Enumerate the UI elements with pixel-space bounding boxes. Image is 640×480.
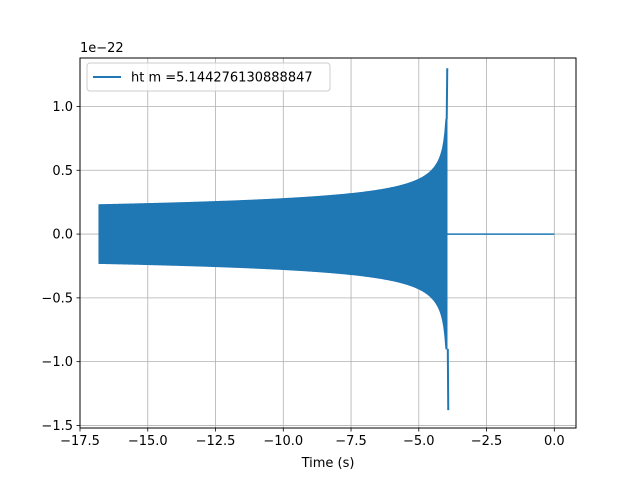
x-tick-label: −17.5 [60, 434, 100, 449]
legend-label: ht m =5.144276130888847 [131, 71, 313, 86]
y-tick-label: −1.0 [41, 355, 73, 370]
y-tick-label: 0.0 [52, 228, 73, 243]
x-tick-label: −12.5 [196, 434, 236, 449]
x-tick-label: 0.0 [544, 434, 565, 449]
ticks-layer: −17.5 −15.0 −12.5 −10.0 −7.5 −5.0 −2.5 0.0 −1.5 −… [41, 100, 564, 449]
legend: ht m =5.144276130888847 [86, 62, 331, 92]
y-tick-label: −0.5 [41, 291, 73, 306]
y-tick-label: −1.5 [41, 419, 73, 434]
y-tick-label: 1.0 [52, 100, 73, 115]
merger-peak-positive [445, 68, 449, 120]
x-tick-label: −5.0 [403, 434, 435, 449]
x-tick-label: −2.5 [471, 434, 503, 449]
axes-frame [79, 57, 577, 429]
x-tick-label: −10.0 [263, 434, 303, 449]
legend-box [86, 62, 331, 92]
plot-layer [98, 68, 555, 411]
waveform-envelope [98, 118, 448, 350]
y-offset-text: 1e−22 [80, 41, 124, 56]
x-tick-label: −7.5 [335, 434, 367, 449]
y-tick-label: 0.5 [52, 164, 73, 179]
x-tick-label: −15.0 [128, 434, 168, 449]
x-axis-label: Time (s) [301, 456, 355, 471]
